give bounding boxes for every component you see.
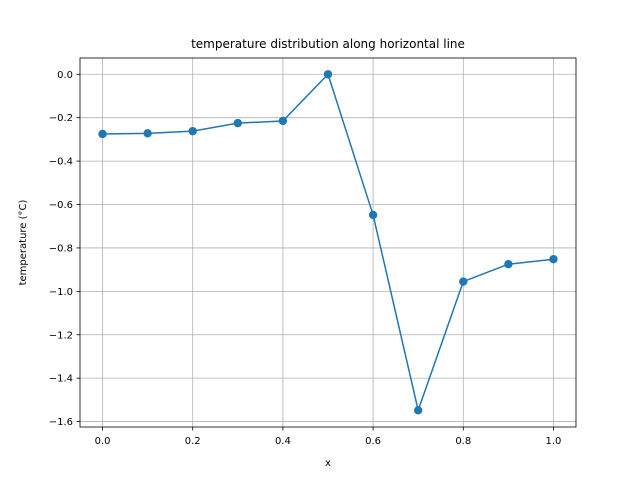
x-tick-label: 1.0 [546,436,562,447]
grid-layer [80,58,576,427]
y-tick-label: −0.6 [49,200,73,211]
data-point [188,126,197,136]
x-tick-label: 0.0 [95,436,111,447]
data-point [504,260,513,269]
x-tick-label: 0.2 [185,436,201,447]
y-tick-label: −0.8 [49,243,73,254]
plot-frame [79,57,577,428]
series-layer [98,70,558,415]
y-tick-label: −1.6 [49,417,73,428]
data-point [143,129,152,138]
y-axis-label: temperature (°C) [18,199,29,285]
x-tick-label: 0.8 [455,436,471,447]
data-point [323,70,333,79]
data-point [413,406,423,415]
x-axis-label: x [325,458,331,469]
x-tick-label: 0.6 [365,436,381,447]
y-tick-layer: 0.0 −0.2 −0.4 −0.6 −0.8 −1.0 −1.2 −1.4 −1.6 [49,70,80,428]
y-tick-label: −1.2 [49,330,73,341]
data-point [98,129,107,139]
y-tick-label: −0.4 [49,157,73,168]
data-point [459,277,468,286]
data-point [278,116,288,126]
data-point [233,118,243,128]
y-tick-label: 0.0 [57,70,73,81]
chart-title: temperature distribution along horizonta… [191,37,465,51]
y-tick-label: −0.2 [49,113,73,124]
data-point [549,255,558,264]
data-point [368,210,378,220]
y-tick-label: −1.0 [49,287,73,298]
y-tick-label: −1.4 [49,374,73,385]
x-tick-layer: 0.0 0.2 0.4 0.6 0.8 1.0 [95,427,562,447]
x-tick-label: 0.4 [275,436,291,447]
